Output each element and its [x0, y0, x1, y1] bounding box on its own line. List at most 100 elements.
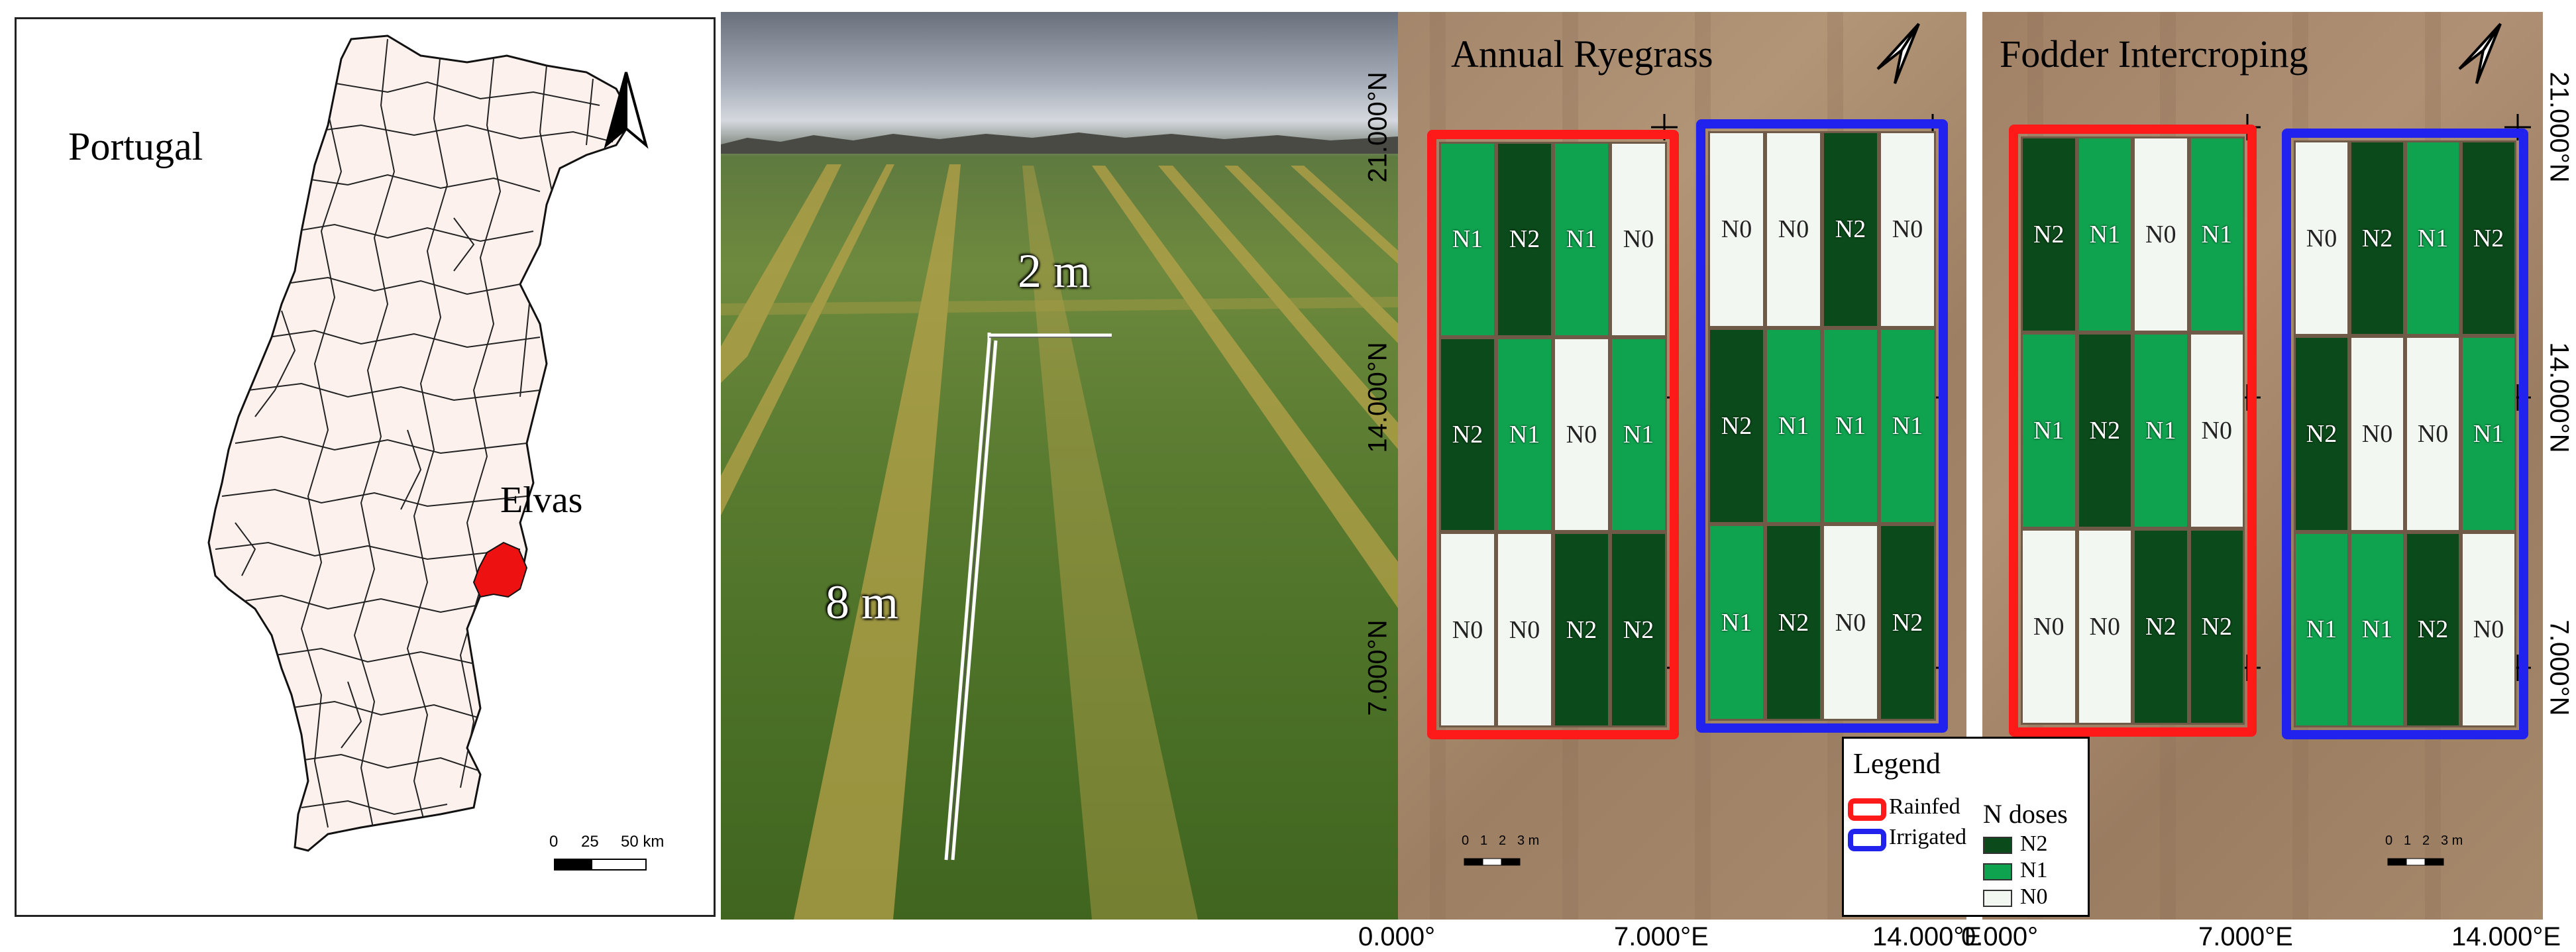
x-tick-label: 0.000° [1961, 922, 2039, 951]
field-title: Annual Ryegrass [1451, 32, 1713, 76]
plot-cell-n0: N0 [1496, 532, 1553, 727]
plot-cell-n1: N1 [2076, 136, 2133, 333]
plot-cell-n1: N1 [1708, 524, 1765, 721]
rainfed-plot-block: N2 N1 N0 N1 N1 N2 N1 N0 N0 N0 N2 N2 [2009, 125, 2257, 737]
y-tick-label: 7.000°N [1363, 619, 1393, 716]
irrigated-plot-block: N0 N0 N2 N0 N2 N1 N1 N1 N1 N2 N0 N2 [1696, 119, 1948, 733]
plot-cell-n0: N0 [2461, 531, 2516, 727]
y-tick-label: 21.000°N [2544, 72, 2574, 183]
x-tick-label: 7.000°E [1614, 922, 1709, 951]
legend-n0-label: N0 [2020, 884, 2048, 909]
scale-tick-label: 1 [1480, 833, 1488, 848]
north-arrow-icon [2458, 23, 2502, 84]
plot-cell-n1: N1 [1879, 327, 1936, 525]
plot-cell-n2: N2 [1879, 524, 1936, 721]
plot-cell-n1: N1 [2405, 140, 2461, 337]
portugal-municipalities-map [207, 34, 649, 871]
y-tick-label: 21.000°N [1363, 72, 1393, 183]
plot-cell-n1: N1 [1610, 337, 1667, 533]
plot-cell-n0: N0 [1610, 142, 1667, 337]
plot-cell-n2: N2 [1496, 142, 1553, 337]
region-label: Elvas [500, 480, 583, 521]
plot-cell-n0: N0 [1879, 131, 1936, 328]
north-arrow-icon [1876, 23, 1920, 84]
map-scale-bar [554, 859, 647, 871]
plot-cell-n0: N0 [1708, 131, 1765, 328]
scale-tick-label: 2 [1499, 833, 1507, 848]
length-measure-label: 8 m [826, 576, 899, 629]
plot-cell-n0: N0 [2349, 336, 2405, 532]
x-tick-label: 7.000°E [2198, 922, 2293, 951]
plot-cell-n1: N1 [2133, 333, 2189, 529]
scale-tick-label: 1 [2404, 833, 2412, 848]
plot-cell-n0: N0 [1822, 524, 1879, 721]
scale-tick-label: 3 m [2441, 833, 2463, 848]
legend-irrigated-label: Irrigated [1889, 825, 1967, 849]
plot-cell-n2: N2 [1708, 327, 1765, 525]
plot-cell-n2: N2 [1822, 131, 1879, 328]
irrigated-swatch [1848, 829, 1886, 851]
plot-cell-n1: N1 [2021, 333, 2077, 529]
width-measure-label: 2 m [1018, 244, 1091, 297]
scale-tick-label: 0 [2385, 833, 2393, 848]
scale-tick-label: 50 km [621, 833, 665, 851]
plot-cell-n2: N2 [2021, 136, 2077, 333]
legend: Legend Rainfed Irrigated N doses N2 N1 N… [1842, 737, 2090, 917]
plot-cell-n1: N1 [1496, 337, 1553, 533]
country-label: Portugal [68, 125, 203, 168]
plot-cell-n2: N2 [1553, 532, 1610, 727]
rainfed-plot-block: N1 N2 N1 N0 N2 N1 N0 N1 N0 N0 N2 N2 [1427, 130, 1679, 739]
plot-cell-n2: N2 [1765, 524, 1822, 721]
plot-cell-n1: N1 [1439, 142, 1496, 337]
plot-cell-n0: N0 [2188, 333, 2245, 529]
plot-cell-n1: N1 [2294, 531, 2349, 727]
plot-cell-n2: N2 [2133, 529, 2189, 725]
plot-cell-n1: N1 [2188, 136, 2245, 333]
scale-tick-label: 0 [1462, 833, 1470, 848]
field-scale-bar [2387, 858, 2444, 866]
n0-swatch [1983, 890, 2012, 907]
n1-swatch [1983, 863, 2012, 880]
field-panel-fodder-intercroping: Fodder Intercroping 0 1 2 3 m N2 N1 N0 N1 N1… [1982, 12, 2543, 920]
y-tick-label: 14.000°N [2544, 342, 2574, 453]
scale-tick-label: 3 m [1517, 833, 1540, 848]
north-arrow-icon [604, 72, 649, 149]
plot-cell-n0: N0 [1765, 131, 1822, 328]
plot-cell-n2: N2 [2294, 336, 2349, 532]
plot-cell-n2: N2 [1439, 337, 1496, 533]
plot-cell-n2: N2 [2076, 333, 2133, 529]
irrigated-plot-block: N0 N2 N1 N2 N2 N0 N0 N1 N1 N1 N2 N0 [2282, 129, 2528, 739]
n2-swatch [1983, 837, 2012, 854]
field-scale-bar [1464, 858, 1521, 866]
plot-cell-n1: N1 [1553, 142, 1610, 337]
x-tick-label: 14.000°E [2451, 922, 2561, 951]
plot-cell-n2: N2 [2188, 529, 2245, 725]
plot-cell-n0: N0 [2021, 529, 2077, 725]
legend-n2-label: N2 [2020, 831, 2048, 856]
plot-cell-n0: N0 [2076, 529, 2133, 725]
y-tick-label: 7.000°N [2544, 619, 2574, 716]
plot-cell-n1: N1 [1765, 327, 1822, 525]
y-tick-label: 14.000°N [1363, 342, 1393, 453]
plot-cell-n1: N1 [2349, 531, 2405, 727]
plot-cell-n0: N0 [2294, 140, 2349, 337]
legend-title: Legend [1853, 747, 1941, 780]
elvas-region [472, 541, 528, 598]
plot-cell-n1: N1 [1822, 327, 1879, 525]
legend-rainfed-label: Rainfed [1889, 794, 1960, 819]
scale-tick-label: 2 [2422, 833, 2430, 848]
legend-ndoses-title: N doses [1983, 799, 2068, 829]
plot-cell-n0: N0 [1439, 532, 1496, 727]
plot-cell-n2: N2 [2349, 140, 2405, 337]
rainfed-swatch [1848, 798, 1886, 821]
field-title: Fodder Intercroping [2000, 32, 2308, 76]
x-tick-label: 14.000°E [1872, 922, 1982, 951]
plot-cell-n1: N1 [2461, 336, 2516, 532]
plot-cell-n0: N0 [2405, 336, 2461, 532]
scale-tick-label: 25 [581, 833, 599, 851]
plot-cell-n2: N2 [2461, 140, 2516, 337]
portugal-map-panel: Portugal Elvas 0 25 50 km [15, 17, 716, 917]
field-photo: 2 m 8 m [721, 12, 1398, 920]
scale-tick-label: 0 [549, 833, 559, 851]
plot-cell-n0: N0 [1553, 337, 1610, 533]
